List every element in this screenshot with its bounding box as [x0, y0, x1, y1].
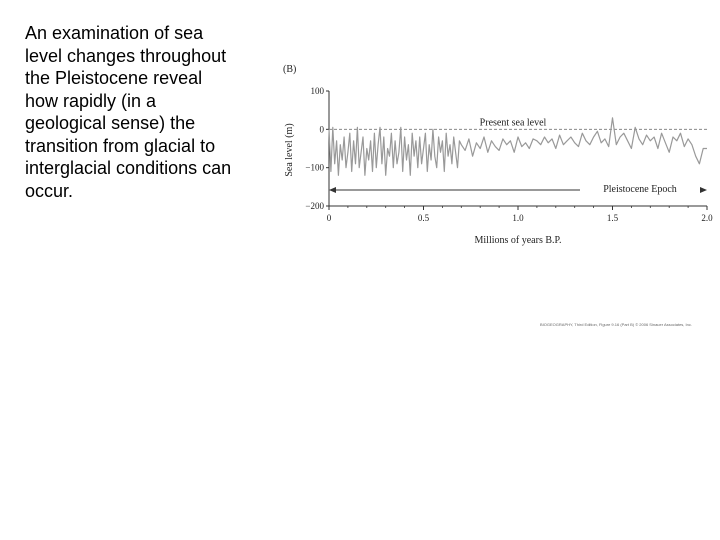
figure-credit: BIOGEOGRAPHY, Third Edition, Figure 9.16…	[540, 322, 692, 327]
epoch-arrow-right	[700, 187, 707, 193]
y-tick-label: −200	[305, 201, 324, 211]
x-tick-label: 0.5	[418, 213, 430, 223]
y-tick-label: 0	[320, 124, 325, 134]
sea-level-series-line	[328, 117, 707, 176]
y-tick-label: 100	[311, 86, 325, 96]
y-tick-label: −100	[305, 163, 324, 173]
x-tick-label: 1.5	[607, 213, 619, 223]
epoch-label-bg	[580, 183, 700, 194]
x-tick-label: 1.0	[512, 213, 524, 223]
y-axis-label: Sea level (m)	[284, 123, 295, 176]
epoch-arrow-left	[329, 187, 336, 193]
x-axis-label: Millions of years B.P.	[475, 235, 562, 246]
present-sea-level-label: Present sea level	[480, 117, 547, 128]
x-tick-label: 2.0	[701, 213, 713, 223]
x-tick-label: 0	[327, 213, 332, 223]
slide-paragraph: An examination of sea level changes thro…	[25, 23, 232, 201]
panel-label: (B)	[283, 64, 296, 75]
epoch-label: Pleistocene Epoch	[603, 184, 677, 195]
